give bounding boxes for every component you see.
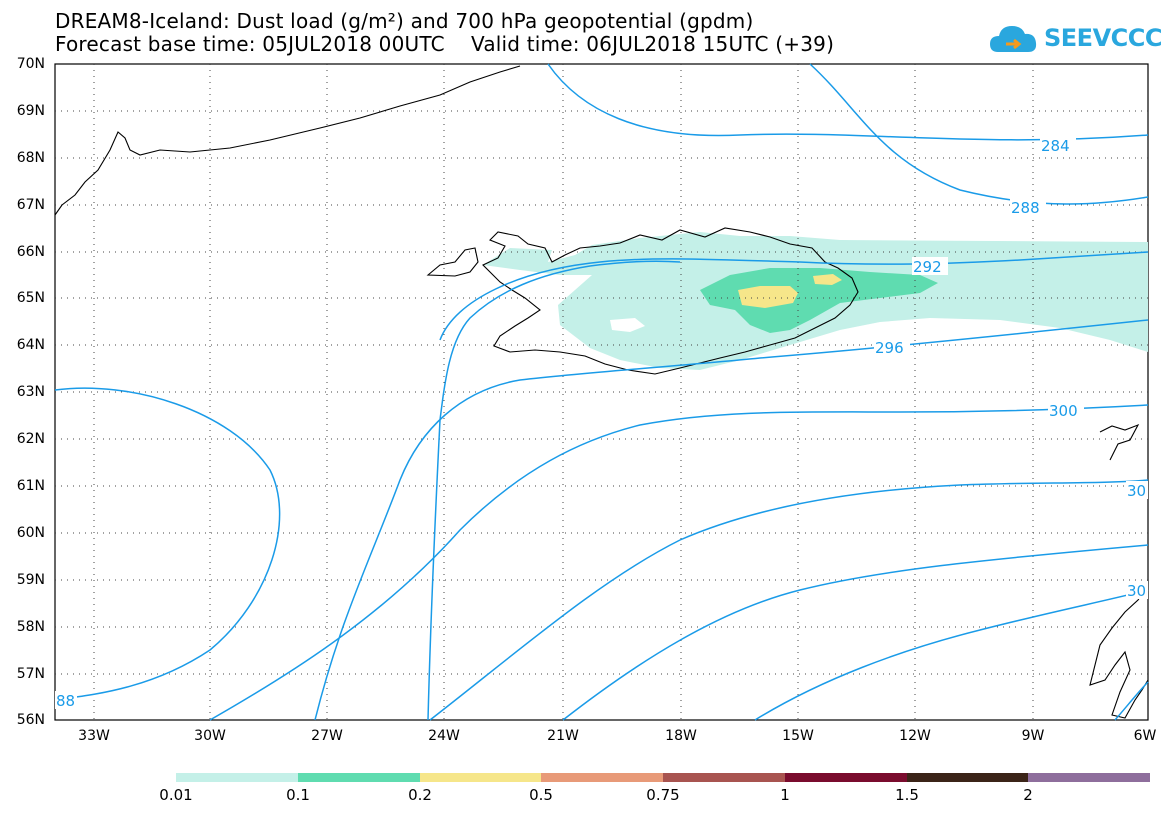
colorbar-label: 1	[780, 786, 790, 804]
lat-label: 60N	[16, 525, 45, 541]
lat-label: 62N	[16, 431, 45, 447]
colorbar-swatch	[541, 773, 663, 782]
lat-label: 56N	[16, 712, 45, 728]
colorbar-swatch	[1028, 773, 1150, 782]
contour-316	[1114, 681, 1149, 721]
iceland-northwest-fjords	[426, 247, 479, 277]
colorbar-swatch	[907, 773, 1028, 782]
contour-label-308: 30	[1127, 582, 1146, 600]
contour-288-west	[54, 387, 281, 701]
lon-label: 30W	[194, 728, 226, 744]
contour-288	[809, 63, 1149, 205]
colorbar-label: 0.5	[529, 786, 553, 804]
colorbar-swatch	[298, 773, 420, 782]
lat-label: 65N	[16, 290, 45, 306]
lon-label: 18W	[665, 728, 697, 744]
contour-308	[562, 544, 1149, 721]
lat-label: 66N	[16, 244, 45, 260]
faroe-coast	[1099, 423, 1140, 461]
lon-label: 33W	[78, 728, 110, 744]
lon-label: 9W	[1021, 728, 1045, 744]
lon-label: 24W	[428, 728, 460, 744]
contour-label-288-west: 88	[56, 692, 75, 710]
graticule	[55, 64, 1148, 720]
contour-300	[209, 404, 1149, 721]
colorbar-label: 2	[1023, 786, 1033, 804]
colorbar-label: 0.75	[646, 786, 680, 804]
seevccc-logo: SEEVCCC	[988, 18, 1163, 62]
lat-label: 61N	[16, 478, 45, 494]
contour-label-296: 296	[875, 339, 904, 357]
dust-0.1-area	[700, 268, 938, 333]
contour-label-288: 288	[1011, 199, 1040, 217]
lat-label: 68N	[16, 150, 45, 166]
lon-label: 15W	[782, 728, 814, 744]
lon-label: 12W	[899, 728, 931, 744]
colorbar-label: 0.01	[159, 786, 193, 804]
map-subtitle: Forecast base time: 05JUL2018 00UTC Vali…	[55, 32, 835, 56]
lat-label: 63N	[16, 384, 45, 400]
colorbar-swatch	[420, 773, 541, 782]
dust-0.2-area	[738, 286, 798, 308]
contour-296b	[314, 319, 1149, 721]
map-title: DREAM8-Iceland: Dust load (g/m²) and 700…	[55, 9, 754, 33]
contour-312	[754, 589, 1149, 721]
contour-284	[547, 63, 1149, 141]
lat-label: 57N	[16, 666, 45, 682]
contour-label-292: 292	[913, 258, 942, 276]
contour-label-304: 30	[1127, 482, 1146, 500]
contour-labels: 284 288 292 296 300 30 30 88	[55, 136, 1148, 710]
coastlines	[54, 65, 1149, 719]
lat-label: 69N	[16, 103, 45, 119]
contour-292	[439, 251, 1149, 341]
lat-label: 70N	[16, 56, 45, 72]
contour-304	[429, 479, 1149, 721]
lat-label: 67N	[16, 197, 45, 213]
dust-load-field	[483, 232, 1148, 370]
contour-label-300: 300	[1049, 402, 1078, 420]
norway-coast	[1089, 584, 1149, 719]
colorbar-label: 1.5	[895, 786, 919, 804]
lat-label: 59N	[16, 572, 45, 588]
dust-clear-patch	[610, 318, 645, 332]
logo-text: SEEVCCC	[1044, 24, 1163, 52]
colorbar-label: 0.1	[286, 786, 310, 804]
greenland-coast	[54, 65, 521, 216]
lat-label: 58N	[16, 619, 45, 635]
colorbar-swatch	[176, 773, 298, 782]
contour-label-284: 284	[1041, 137, 1070, 155]
lon-label: 6W	[1133, 728, 1157, 744]
colorbar-swatch	[663, 773, 785, 782]
iceland-coast	[482, 227, 859, 375]
cloud-logo-icon	[990, 26, 1037, 52]
colorbar-swatch	[785, 773, 907, 782]
lat-label: 64N	[16, 337, 45, 353]
contour-296	[427, 260, 681, 721]
lon-label: 27W	[311, 728, 343, 744]
dust-0.2-area-2	[813, 274, 842, 285]
lon-label: 21W	[547, 728, 579, 744]
colorbar-label: 0.2	[408, 786, 432, 804]
